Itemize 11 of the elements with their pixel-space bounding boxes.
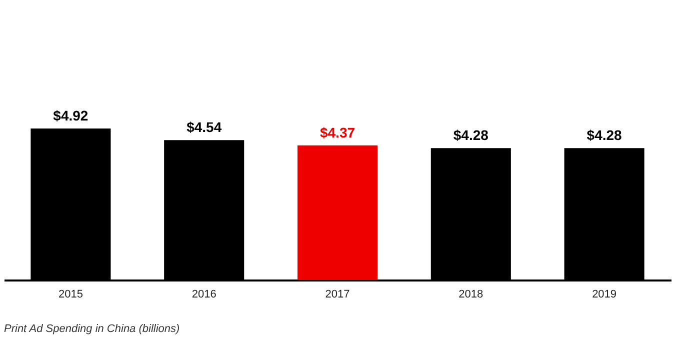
data-label: $4.37 (320, 124, 356, 140)
data-label: $4.28 (586, 127, 622, 144)
x-tick-label: 2018 (458, 288, 484, 300)
x-tick-label: 2015 (58, 288, 83, 300)
text: Print Ad Spending in China (billions) (4, 323, 180, 335)
x-tick-label: 2016 (192, 288, 216, 300)
data-label: $4.28 (453, 127, 489, 144)
x-tick-label: 2017 (325, 288, 350, 300)
data-label: $4.54 (186, 119, 222, 136)
data-label: $4.92 (53, 107, 88, 124)
x-tick-label: 2019 (592, 288, 617, 300)
